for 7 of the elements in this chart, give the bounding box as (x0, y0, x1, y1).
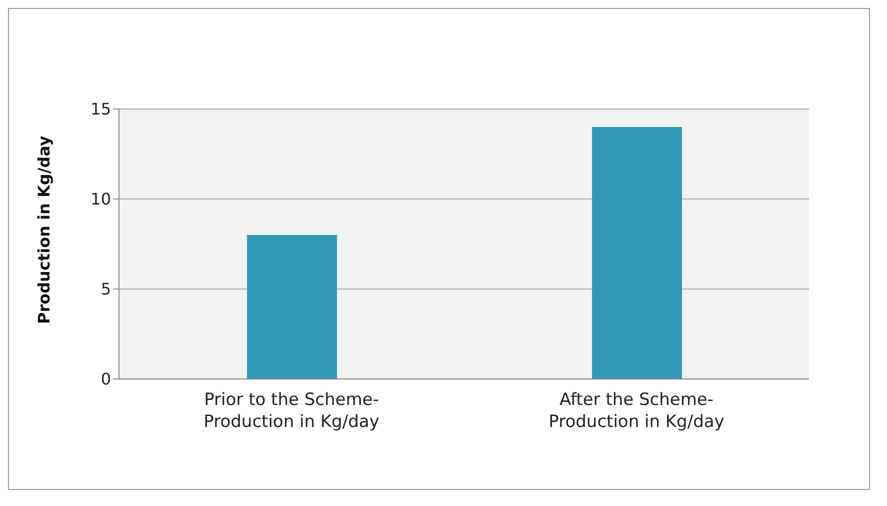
y-tick-label: 5 (100, 280, 111, 299)
y-tick-label: 10 (90, 190, 111, 209)
x-tick-label: After the Scheme- Production in Kg/day (548, 390, 724, 432)
x-tick-label: Prior to the Scheme- Production in Kg/day (204, 390, 380, 432)
y-tick-label: 15 (90, 100, 111, 119)
y-axis-title: Production in Kg/day (34, 135, 54, 324)
y-tick-label: 0 (100, 370, 111, 389)
